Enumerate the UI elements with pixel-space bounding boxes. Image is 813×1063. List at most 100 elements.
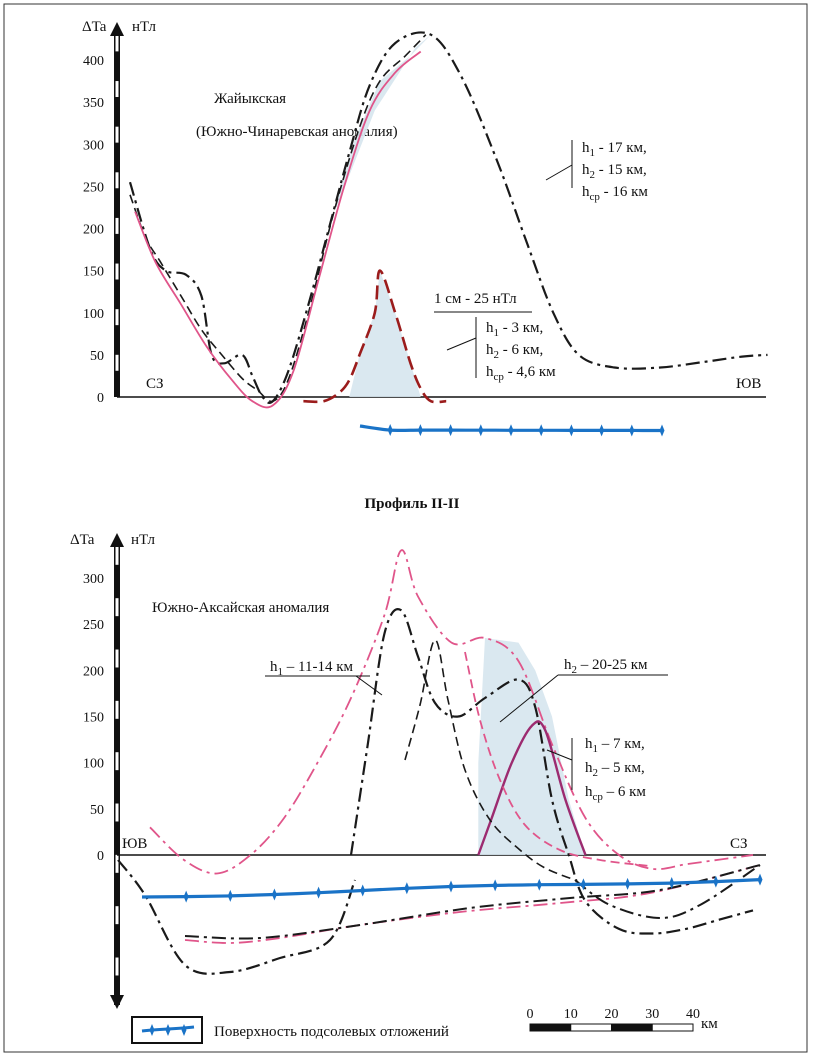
y-tick-label: 100 [83, 307, 104, 322]
bottom-curve-dashdot-black-trough [118, 860, 355, 974]
depth-note-line: h2 - 15 км, [582, 162, 647, 181]
top-depth-leader-small [447, 338, 476, 350]
surface-marker [509, 424, 514, 436]
scale-bar-segment [612, 1024, 653, 1031]
scale-bar-tick: 0 [527, 1007, 534, 1022]
y-tick-label: 300 [83, 138, 104, 153]
top-depth-note-large: h1 - 17 км, h2 - 15 км, hср - 16 км [582, 140, 648, 203]
y-tick-label: 150 [83, 265, 104, 280]
y-tick-label: 150 [83, 711, 104, 726]
top-depth-note-small: h1 - 3 км, h2 - 6 км, hср - 4,6 км [486, 320, 556, 383]
y-tick-label: 50 [90, 803, 104, 818]
surface-marker [448, 424, 453, 436]
bottom-depth-note-top: h2 – 20-25 км [564, 657, 648, 676]
top-shading-small-anomaly [349, 271, 420, 397]
top-subsalt-surface [360, 424, 665, 436]
y-tick-label: 350 [83, 96, 104, 111]
bottom-anomaly-name: Южно-Аксайская аномалия [152, 600, 329, 616]
bottom-extra-curves [118, 640, 760, 974]
surface-marker [599, 424, 604, 436]
top-y-tick-labels: 0 50 100 150 200 250 300 350 400 [83, 54, 104, 406]
depth-note-line: h1 – 11-14 км [270, 659, 353, 678]
depth-note-line: h2 – 20-25 км [564, 657, 648, 676]
depth-note-line: h2 – 5 км, [585, 760, 645, 779]
bottom-direction-right: СЗ [730, 836, 748, 852]
top-direction-right: ЮВ [736, 376, 761, 392]
bottom-title: Профиль II-II [365, 496, 460, 512]
surface-marker [537, 879, 542, 891]
surface-marker [418, 424, 423, 436]
surface-marker [493, 879, 498, 891]
depth-note-line: h1 - 3 км, [486, 320, 543, 339]
surface-marker [660, 425, 665, 437]
y-tick-label: 0 [97, 391, 104, 406]
depth-note-line: h1 – 7 км, [585, 736, 645, 755]
top-scale-note: 1 см - 25 нТл [434, 291, 517, 307]
depth-note-line: h2 - 6 км, [486, 342, 543, 361]
scale-bar: 0 10 20 30 40 км [527, 1007, 719, 1032]
scale-bar-segment [652, 1024, 693, 1031]
scale-bar-segment [530, 1024, 571, 1031]
bottom-curve-dashdot-pink [150, 550, 753, 873]
depth-note-line: hср – 6 км [585, 784, 646, 803]
top-ylabel-symbol: ΔTa [82, 19, 107, 35]
surface-marker [272, 889, 277, 901]
axis-arrow-up [110, 533, 124, 547]
bottom-y-tick-labels: 0 50 100 150 200 250 300 [83, 572, 104, 864]
top-depth-leader-large [546, 165, 572, 180]
y-tick-label: 250 [83, 618, 104, 633]
top-anomaly-name: Жайыкская [214, 91, 286, 107]
scale-bar-tick: 30 [645, 1007, 659, 1022]
figure-border [4, 4, 807, 1052]
bottom-panel: Профиль II-II ΔTa нТл 0 50 100 150 200 250 300… [70, 496, 766, 1009]
top-ylabel-unit: нТл [132, 19, 156, 35]
surface-marker [404, 882, 409, 894]
surface-marker [629, 424, 634, 436]
surface-marker [184, 891, 189, 903]
surface-marker [316, 887, 321, 899]
surface-marker [478, 424, 483, 436]
surface-marker [388, 424, 393, 436]
top-curves [130, 32, 768, 407]
bottom-depth-note-left: h1 – 11-14 км [270, 659, 353, 678]
scale-bar-tick: 20 [605, 1007, 619, 1022]
surface-marker [360, 884, 365, 896]
y-tick-label: 0 [97, 849, 104, 864]
bottom-depth-left-leader [356, 676, 382, 695]
surface-marker [569, 424, 574, 436]
depth-note-line: h1 - 17 км, [582, 140, 647, 159]
surface-marker [625, 878, 630, 890]
top-panel: ΔTa нТл 0 50 100 150 200 250 300 350 400 СЗ ЮВ Ж… [82, 19, 768, 437]
scale-bar-tick-labels: 0 10 20 30 40 [527, 1007, 701, 1022]
y-tick-label: 50 [90, 349, 104, 364]
bottom-ylabel-unit: нТл [131, 532, 155, 548]
y-tick-label: 200 [83, 664, 104, 679]
scale-bar-segment [571, 1024, 612, 1031]
bottom-curve-black-lower [185, 865, 760, 939]
y-tick-label: 400 [83, 54, 104, 69]
bottom-y-axis [110, 533, 124, 1009]
y-tick-label: 250 [83, 180, 104, 195]
y-tick-label: 100 [83, 757, 104, 772]
top-direction-left: СЗ [146, 376, 164, 392]
y-tick-label: 300 [83, 572, 104, 587]
bottom-direction-left: ЮВ [122, 836, 147, 852]
scale-bar-tick: 10 [564, 1007, 578, 1022]
scale-bar-tick: 40 [686, 1007, 700, 1022]
bottom-depth-note-right: h1 – 7 км, h2 – 5 км, hср – 6 км [585, 736, 646, 803]
axis-arrow-down [110, 995, 124, 1009]
y-tick-label: 200 [83, 223, 104, 238]
depth-note-line: hср - 4,6 км [486, 364, 556, 383]
depth-note-line: hср - 16 км [582, 184, 648, 203]
surface-marker [228, 890, 233, 902]
surface-marker [539, 424, 544, 436]
legend: Поверхность подсолевых отложений [132, 1017, 449, 1043]
legend-label: Поверхность подсолевых отложений [214, 1024, 449, 1040]
axis-arrow-up [110, 22, 124, 36]
bottom-ylabel-symbol: ΔTa [70, 532, 95, 548]
surface-marker [449, 881, 454, 893]
top-y-axis [110, 22, 124, 397]
top-curve-dashdot-black [130, 32, 768, 402]
